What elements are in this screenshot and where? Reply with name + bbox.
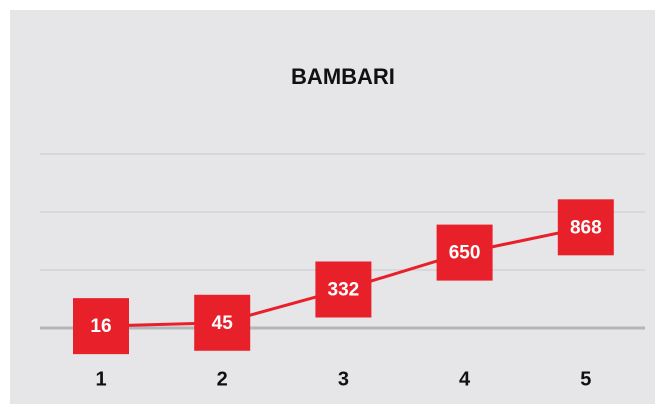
- data-label: 868: [570, 217, 602, 238]
- x-tick-label: 1: [95, 368, 106, 390]
- data-marker: [194, 294, 251, 351]
- x-tick-label: 5: [580, 368, 591, 390]
- x-tick-label: 2: [217, 368, 228, 390]
- data-label: 332: [328, 280, 360, 301]
- data-label: 650: [449, 243, 481, 264]
- chart-title: BAMBARI: [291, 64, 395, 89]
- data-label: 16: [90, 316, 111, 337]
- data-marker: [557, 199, 614, 256]
- x-tick-label: 3: [338, 368, 349, 390]
- data-label: 45: [212, 313, 234, 334]
- x-tick-label: 4: [459, 368, 471, 390]
- data-marker: [436, 224, 493, 281]
- data-marker: [73, 298, 129, 355]
- data-marker: [315, 261, 372, 318]
